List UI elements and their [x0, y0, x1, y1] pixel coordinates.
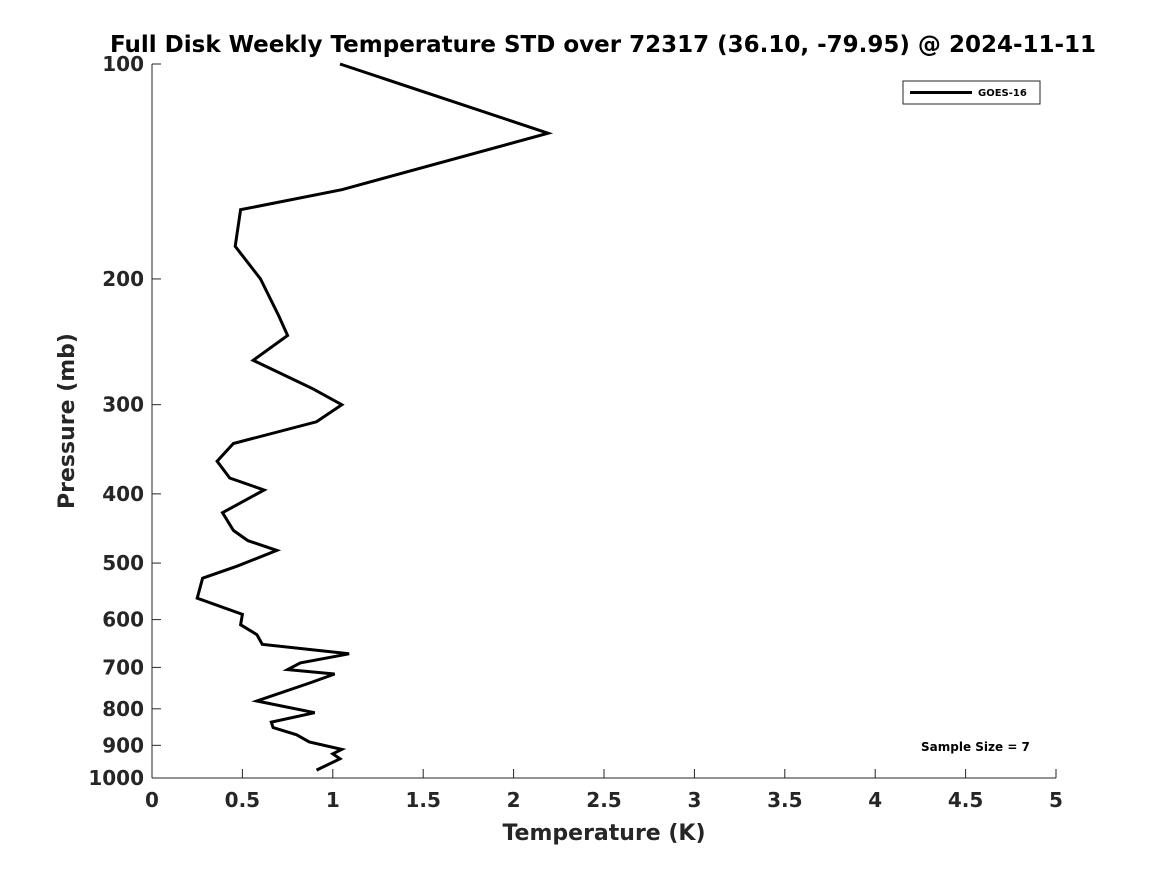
x-tick-label: 2.5 [586, 788, 621, 812]
chart-title: Full Disk Weekly Temperature STD over 72… [110, 32, 1096, 58]
series-layer [195, 62, 554, 772]
x-tick-label: 3.5 [767, 788, 802, 812]
sample-size-annotation: Sample Size = 7 [921, 740, 1030, 754]
x-tick-label: 4.5 [948, 788, 983, 812]
y-tick-label: 400 [102, 482, 144, 506]
y-tick-label: 700 [102, 655, 144, 679]
legend: GOES-16 [902, 80, 1041, 105]
x-tick-label: 1.5 [405, 788, 440, 812]
y-tick-label: 900 [102, 733, 144, 757]
y-tick-label: 200 [102, 267, 144, 291]
x-tick-label: 5 [1049, 788, 1063, 812]
y-tick-label: 500 [102, 551, 144, 575]
x-tick-label: 0 [145, 788, 159, 812]
x-axis-label: Temperature (K) [502, 821, 705, 846]
y-tick-label: 800 [102, 697, 144, 721]
y-axis-label: Pressure (mb) [55, 333, 80, 509]
x-tick-label: 0.5 [225, 788, 260, 812]
x-tick-label: 4 [868, 788, 882, 812]
y-tick-label: 300 [102, 393, 144, 417]
y-tick-label: 600 [102, 608, 144, 632]
plot-axes: 0 0.5 1 1.5 2 2.5 3 3.5 4 4.5 5 100 200 300 400 500 600 7… [88, 52, 1063, 812]
y-tick-label: 100 [102, 52, 144, 76]
x-tick-label: 2 [507, 788, 521, 812]
x-tick-label: 3 [687, 788, 701, 812]
x-tick-label: 1 [326, 788, 340, 812]
y-tick-label: 1000 [88, 766, 144, 790]
series-line-goes-16 [195, 62, 554, 772]
legend-label-goes-16: GOES-16 [978, 88, 1027, 99]
